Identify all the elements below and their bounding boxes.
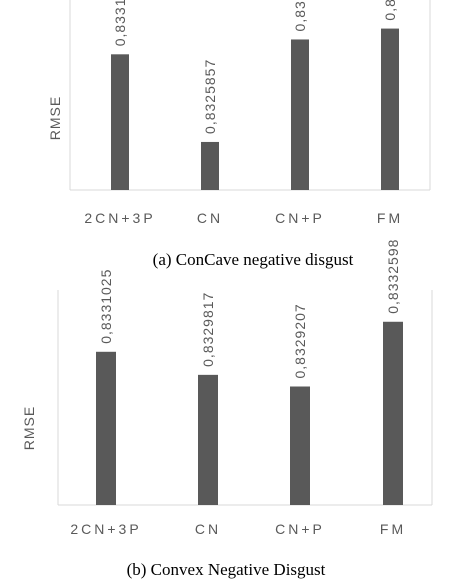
chart-a-category-label-2: CN	[197, 210, 223, 226]
chart-a-category-label-3: CN+P	[275, 210, 325, 226]
chart-b-caption: (b) Convex Negative Disgust	[127, 560, 326, 579]
chart-b-category-label-4: FM	[380, 521, 406, 537]
chart-a-bars: 0,8331068 2CN+3P 0,8325857 CN 0,8331951 CN+P 0…	[84, 0, 403, 226]
chart-b-bar-2	[198, 374, 218, 505]
chart-a-bar-2	[201, 141, 219, 190]
chart-a: RMSE 0,8331068 2CN+3P 0,8325857 CN 0,8331951…	[47, 0, 431, 269]
chart-a-data-label-3: 0,8331951	[292, 0, 308, 31]
chart-b-bars: 0,8331025 2CN+3P 0,8329817 CN 0,8329207 CN+P 0…	[70, 239, 406, 537]
chart-a-bar-3	[291, 39, 309, 191]
chart-b-data-label-3: 0,8329207	[292, 303, 308, 378]
chart-a-bar-1	[111, 54, 129, 190]
chart-b-bar-4	[383, 321, 403, 505]
chart-a-category-label-1: 2CN+3P	[84, 210, 155, 226]
chart-a-data-label-4: 0,8332598	[382, 0, 398, 21]
chart-a-caption: (a) ConCave negative disgust	[153, 250, 354, 269]
chart-a-data-label-2: 0,8325857	[202, 59, 218, 134]
chart-b: RMSE 0,8331025 2CN+3P 0,8329817 CN 0,8329207…	[21, 239, 433, 579]
chart-a-bar-4	[381, 28, 399, 191]
chart-b-bar-1	[96, 351, 116, 505]
chart-a-data-label-1: 0,8331068	[112, 0, 128, 46]
chart-b-category-label-1: 2CN+3P	[70, 521, 141, 537]
chart-a-category-label-4: FM	[377, 210, 403, 226]
chart-b-y-axis-label: RMSE	[21, 406, 37, 450]
chart-b-bar-3	[290, 386, 310, 505]
chart-b-data-label-1: 0,8331025	[98, 269, 114, 344]
chart-a-y-axis-label: RMSE	[47, 96, 63, 140]
chart-b-data-label-2: 0,8329817	[200, 292, 216, 367]
chart-b-category-label-2: CN	[195, 521, 221, 537]
chart-b-category-label-3: CN+P	[275, 521, 325, 537]
chart-b-data-label-4: 0,8332598	[385, 239, 401, 314]
